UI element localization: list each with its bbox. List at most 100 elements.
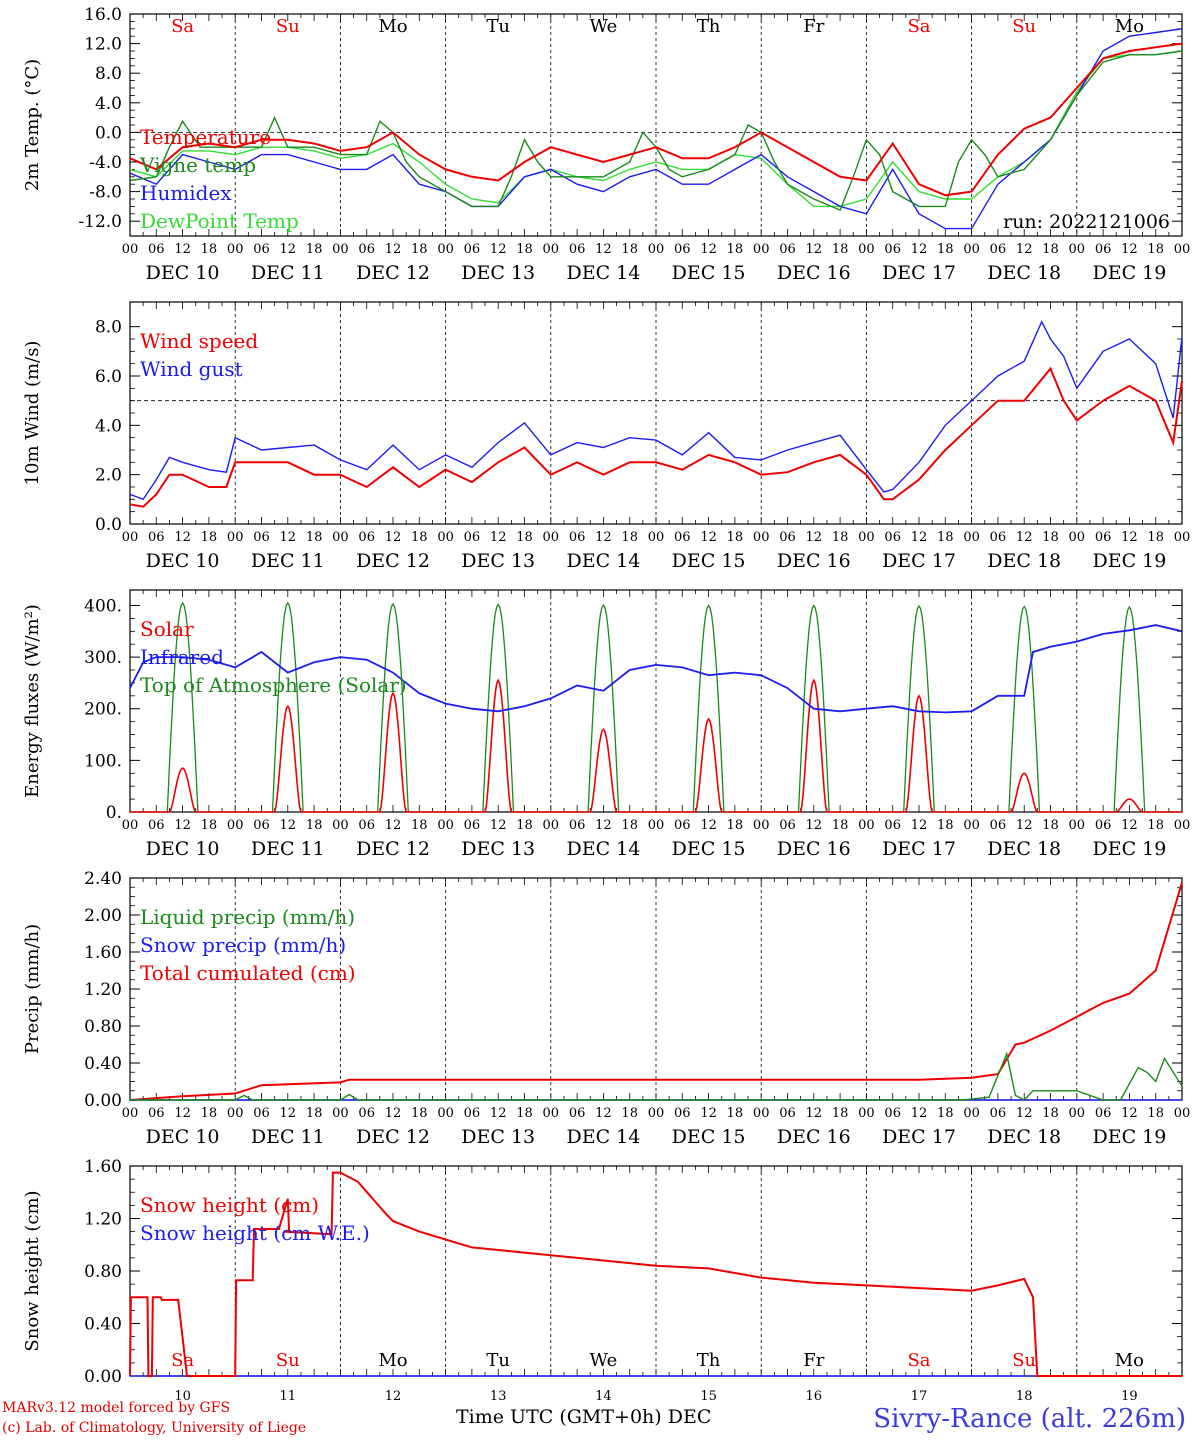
x-hour-label: 12 (385, 818, 402, 833)
weekday-label: Mo (378, 16, 407, 37)
x-hour-label: 06 (884, 818, 901, 833)
weekday-label: Th (697, 1350, 721, 1371)
x-hour-label: 12 (911, 1106, 928, 1121)
x-date-label: DEC 12 (356, 262, 430, 284)
x-hour-label: 00 (543, 242, 560, 257)
x-date-label: DEC 16 (777, 550, 851, 572)
legend-entry: Vigne temp (139, 153, 256, 177)
x-hour-label: 18 (727, 1106, 744, 1121)
y-tick-label: 0.0 (95, 515, 122, 535)
x-date-label: DEC 19 (1092, 838, 1166, 860)
y-tick-label: 1.60 (84, 943, 122, 963)
series-line-solar (130, 678, 1182, 813)
x-hour-label: 18 (1042, 530, 1059, 545)
x-hour-label: 18 (306, 530, 323, 545)
x-hour-label: 06 (779, 530, 796, 545)
weekday-label: Sa (171, 16, 194, 37)
y-tick-label: 0.0 (95, 123, 122, 143)
x-hour-label: 00 (1174, 530, 1191, 545)
x-date-label: DEC 16 (777, 1126, 851, 1148)
x-hour-label: 00 (332, 530, 349, 545)
x-hour-label: 18 (1042, 1106, 1059, 1121)
x-date-label: DEC 13 (461, 550, 535, 572)
x-hour-label: 00 (858, 242, 875, 257)
x-hour-label: 06 (779, 242, 796, 257)
x-hour-label: 06 (148, 1106, 165, 1121)
x-hour-label: 18 (832, 1106, 849, 1121)
y-tick-label: 2.0 (95, 466, 122, 486)
legend-entry: Top of Atmosphere (Solar) (140, 673, 407, 697)
x-date-label: DEC 12 (356, 838, 430, 860)
x-hour-label: 00 (227, 530, 244, 545)
x-hour-label: 00 (332, 242, 349, 257)
series-line (129, 50, 1183, 208)
panel-4 (129, 877, 1183, 1101)
x-date-label: DEC 14 (566, 838, 640, 860)
x-hour-label: 00 (227, 818, 244, 833)
y-tick-label: 0.00 (84, 1367, 122, 1387)
x-hour-label: 12 (1016, 1106, 1033, 1121)
x-hour-label: 12 (490, 1106, 507, 1121)
x-hour-label: 06 (148, 530, 165, 545)
x-hour-label: 00 (437, 530, 454, 545)
x-hour-label: 18 (937, 818, 954, 833)
x-hour-label: 00 (437, 242, 454, 257)
panel-3 (129, 589, 1183, 813)
x-date-label: DEC 14 (566, 550, 640, 572)
x-date-label: DEC 15 (672, 1126, 746, 1148)
x-hour-label: 18 (306, 1106, 323, 1121)
weekday-label: Fr (803, 16, 824, 37)
x-hour-label: 18 (411, 530, 428, 545)
x-axis-title: Time UTC (GMT+0h) DEC (456, 1406, 712, 1428)
y-tick-label: 4.0 (95, 94, 122, 114)
x-day-number: 13 (490, 1389, 507, 1404)
x-date-label: DEC 13 (461, 1126, 535, 1148)
legend-entry: Snow height (cm W.E.) (140, 1221, 370, 1245)
legend-entry: Solar (140, 617, 194, 641)
y-tick-label: 16.0 (84, 5, 122, 25)
x-hour-label: 12 (911, 242, 928, 257)
weekday-label: We (590, 1350, 618, 1371)
x-hour-label: 00 (543, 530, 560, 545)
x-date-label: DEC 10 (146, 262, 220, 284)
y-tick-label: 6.0 (95, 367, 122, 387)
x-date-label: DEC 11 (251, 1126, 325, 1148)
x-hour-label: 12 (280, 818, 297, 833)
legend-entry: Snow precip (mm/h) (140, 933, 346, 957)
x-hour-label: 18 (937, 530, 954, 545)
x-hour-label: 00 (122, 818, 139, 833)
x-hour-label: 00 (1069, 818, 1086, 833)
y-tick-label: 0.80 (84, 1017, 122, 1037)
x-hour-label: 18 (621, 242, 638, 257)
y-tick-label: -12.0 (78, 212, 122, 232)
x-hour-label: 00 (1174, 1106, 1191, 1121)
y-tick-label: 0.40 (84, 1315, 122, 1335)
x-hour-label: 12 (174, 1106, 191, 1121)
x-hour-label: 12 (806, 242, 823, 257)
x-date-label: DEC 18 (987, 1126, 1061, 1148)
x-date-label: DEC 18 (987, 550, 1061, 572)
x-hour-label: 18 (1147, 818, 1164, 833)
x-date-label: DEC 10 (146, 1126, 220, 1148)
legend-entry: Liquid precip (mm/h) (140, 905, 355, 929)
x-hour-label: 18 (411, 818, 428, 833)
y-tick-label: 8.0 (95, 318, 122, 338)
x-hour-label: 06 (990, 530, 1007, 545)
x-hour-label: 00 (753, 1106, 770, 1121)
x-hour-label: 00 (543, 818, 560, 833)
x-hour-label: 12 (1016, 818, 1033, 833)
series-line (129, 1171, 1182, 1377)
x-hour-label: 00 (1174, 818, 1191, 833)
y-axis-label: 2m Temp. (°C) (22, 59, 43, 191)
x-hour-label: 12 (1121, 242, 1138, 257)
x-hour-label: 12 (490, 818, 507, 833)
x-hour-label: 00 (1069, 242, 1086, 257)
x-hour-label: 12 (1016, 530, 1033, 545)
x-date-label: DEC 19 (1092, 1126, 1166, 1148)
x-hour-label: 18 (832, 242, 849, 257)
x-hour-label: 00 (648, 1106, 665, 1121)
x-day-number: 10 (174, 1389, 191, 1404)
y-tick-label: 4.0 (95, 416, 122, 436)
x-hour-label: 12 (595, 818, 612, 833)
x-hour-label: 18 (1147, 530, 1164, 545)
